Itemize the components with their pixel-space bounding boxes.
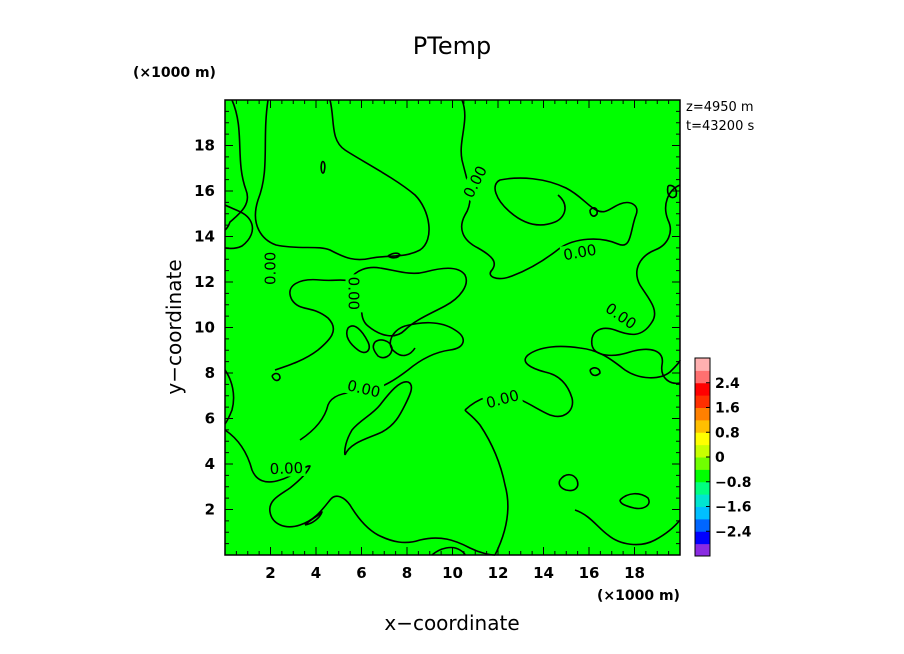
contour-line — [224, 429, 496, 556]
colorbar-segment — [695, 531, 710, 545]
x-tick-label: 12 — [488, 564, 509, 582]
contour-line — [589, 367, 601, 377]
colorbar-segment — [695, 481, 710, 495]
colorbar-segment — [695, 370, 710, 384]
contour-label-bg — [600, 297, 642, 334]
y-tick-label: 14 — [194, 228, 215, 246]
colorbar: 2.4 1.6 0.8 0 −0.8 −1.6 −2.4 — [694, 357, 752, 557]
y-unit-label: (×1000 m) — [133, 65, 216, 81]
colorbar-tick-label: 1.6 — [715, 401, 740, 417]
contour-label-text: 0.00 — [262, 252, 280, 285]
contour-line — [320, 160, 326, 174]
contour-line — [304, 511, 323, 526]
contour-line — [619, 492, 650, 510]
contour-line — [590, 184, 681, 385]
colorbar-segment — [695, 444, 710, 458]
x-tick-label: 6 — [356, 564, 366, 582]
contour-line — [271, 372, 281, 382]
contour-line — [460, 99, 638, 280]
contour-label-bg — [559, 240, 601, 264]
contour-line — [574, 509, 681, 546]
contour-label: 0.00 — [559, 240, 601, 265]
contour-line — [666, 184, 678, 199]
colorbar-segment — [695, 395, 710, 408]
y-tick-label: 6 — [205, 410, 215, 428]
colorbar-segment — [695, 518, 710, 532]
colorbar-segment — [695, 419, 710, 433]
contour-line — [274, 266, 467, 371]
axis-ticks: 2 4 6 8 10 12 14 16 18 2 4 6 8 10 12 14 16 18 — [194, 100, 680, 582]
colorbar-segment — [695, 457, 710, 470]
y-axis-title: y−coordinate — [162, 259, 186, 394]
chart-title: PTemp — [413, 32, 491, 60]
contour-line — [224, 204, 254, 250]
plot-area: 0.000.000.000.000.000.00 0.000.00 2 4 6 8 10 1… — [194, 99, 681, 582]
y-tick-label: 18 — [194, 137, 215, 155]
colorbar-tick-label: 2.4 — [715, 376, 740, 392]
contour-label: 0.00 — [267, 458, 306, 478]
contour-label-text: 0.00 — [562, 241, 598, 265]
colorbar-tick-label: 0 — [715, 450, 725, 466]
colorbar-segment — [695, 407, 710, 421]
contour-label-text: 0.00 — [269, 459, 303, 478]
colorbar-segment — [695, 432, 710, 446]
contour-label-bg — [481, 385, 523, 412]
y-tick-label: 12 — [194, 273, 215, 291]
time-info: t=43200 s — [686, 119, 754, 134]
contour-line — [343, 381, 413, 456]
x-tick-label: 4 — [311, 564, 321, 582]
z-level-info: z=4950 m — [686, 100, 754, 115]
contour-line — [464, 409, 509, 556]
contour-label-bg — [343, 375, 385, 401]
x-tick-label: 18 — [624, 564, 645, 582]
colorbar-segment — [695, 358, 710, 371]
colorbar-segment — [695, 469, 710, 483]
contour-line — [345, 325, 371, 354]
x-tick-label: 14 — [533, 564, 554, 582]
contour-label: 0.00 — [345, 274, 363, 313]
colorbar-tick-label: −0.8 — [715, 475, 752, 491]
contour-line — [254, 99, 430, 261]
contour-label-bg — [267, 458, 306, 478]
y-tick-label: 4 — [205, 455, 215, 473]
contour-label-bg — [458, 160, 492, 203]
colorbar-tick-label: −2.4 — [715, 524, 752, 540]
contour-line — [558, 473, 579, 492]
contour-line — [387, 252, 401, 259]
colorbar-segment — [695, 506, 710, 520]
colorbar-segment — [695, 382, 710, 396]
y-tick-label: 10 — [194, 319, 215, 337]
contour-line — [589, 207, 598, 217]
contour-label-text: 0.00 — [345, 277, 363, 310]
x-tick-label: 10 — [442, 564, 463, 582]
colorbar-tick-label: −1.6 — [715, 500, 752, 516]
x-unit-label: (×1000 m) — [597, 588, 680, 604]
x-tick-label: 16 — [579, 564, 600, 582]
y-tick-label: 2 — [205, 501, 215, 519]
contour-label-bg — [345, 274, 363, 313]
x-tick-label: 8 — [402, 564, 412, 582]
x-axis-title: x−coordinate — [384, 611, 519, 635]
colorbar-segment — [695, 543, 710, 557]
contour-label: 0.00 — [261, 249, 280, 288]
contour-line — [224, 99, 249, 231]
y-tick-label: 16 — [194, 182, 215, 200]
colorbar-segment — [695, 494, 710, 507]
x-tick-label: 2 — [265, 564, 275, 582]
contour-line — [464, 345, 681, 417]
contour-line — [372, 339, 393, 359]
contour-label-bg — [261, 249, 279, 288]
field-fill — [225, 100, 680, 555]
colorbar-tick-label: 0.8 — [715, 425, 740, 441]
y-tick-label: 8 — [205, 364, 215, 382]
